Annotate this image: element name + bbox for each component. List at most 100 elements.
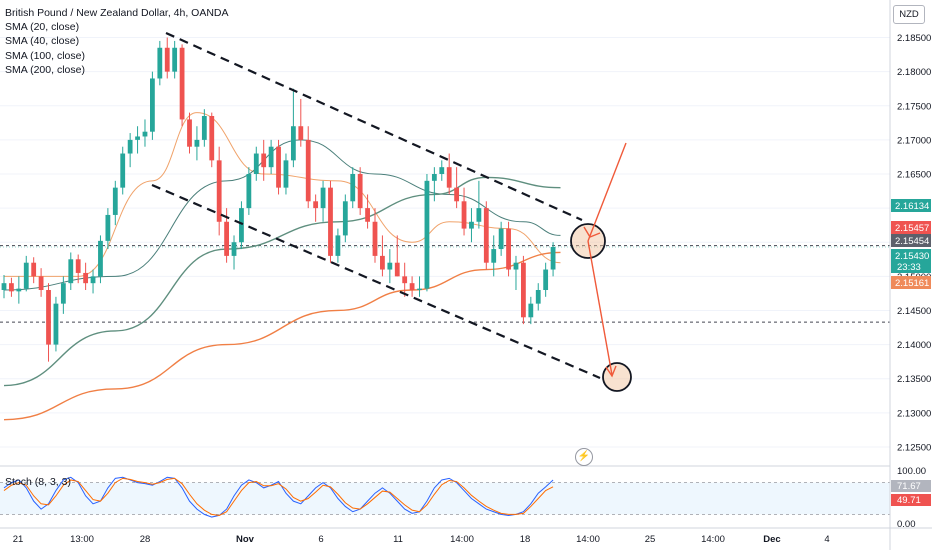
candle[interactable]: [9, 277, 14, 297]
candle[interactable]: [424, 174, 430, 292]
candle[interactable]: [313, 194, 319, 222]
candle[interactable]: [550, 242, 556, 277]
chart-title[interactable]: British Pound / New Zealand Dollar, 4h, …: [5, 7, 229, 19]
candle[interactable]: [409, 276, 415, 297]
candle[interactable]: [476, 180, 482, 229]
candle[interactable]: [491, 235, 497, 277]
candle[interactable]: [283, 153, 289, 195]
candle[interactable]: [201, 109, 207, 147]
candle[interactable]: [380, 235, 385, 277]
candlesticks[interactable]: [1, 37, 556, 362]
currency-badge[interactable]: NZD: [893, 5, 925, 24]
down-arrow-head: [605, 365, 617, 378]
candle-body: [16, 288, 22, 292]
candle[interactable]: [528, 296, 534, 325]
price-label-bg: [891, 221, 931, 234]
candle[interactable]: [135, 126, 140, 154]
candle[interactable]: [350, 167, 356, 209]
candle[interactable]: [431, 167, 437, 202]
candle[interactable]: [120, 146, 126, 195]
candle[interactable]: [46, 283, 51, 362]
candle[interactable]: [127, 133, 133, 168]
candle[interactable]: [142, 119, 148, 147]
candle[interactable]: [298, 98, 304, 147]
candle[interactable]: [216, 146, 222, 236]
candle[interactable]: [439, 160, 445, 181]
candle[interactable]: [394, 235, 400, 277]
candle-body: [194, 139, 200, 147]
candle[interactable]: [446, 153, 452, 195]
candle[interactable]: [305, 126, 311, 209]
x-tick-label: 4: [824, 534, 829, 545]
candle[interactable]: [543, 262, 549, 297]
candle[interactable]: [23, 255, 29, 292]
candle[interactable]: [521, 255, 526, 325]
candle[interactable]: [60, 276, 66, 314]
stoch-label[interactable]: Stoch (8, 3, 3): [5, 476, 71, 488]
sma-200-label[interactable]: SMA (200, close): [5, 63, 85, 76]
candle-body: [135, 136, 140, 140]
candle[interactable]: [246, 167, 252, 215]
y-tick-label: 2.12500: [897, 442, 931, 453]
candle[interactable]: [483, 201, 489, 270]
candle[interactable]: [98, 235, 103, 284]
candle[interactable]: [320, 180, 326, 222]
candle[interactable]: [209, 112, 215, 168]
candle[interactable]: [157, 40, 163, 86]
candle[interactable]: [164, 37, 170, 79]
candle[interactable]: [38, 268, 44, 297]
candle[interactable]: [75, 254, 81, 284]
candle[interactable]: [68, 252, 74, 290]
sma-100-label[interactable]: SMA (100, close): [5, 49, 85, 62]
candle[interactable]: [83, 262, 89, 290]
candle[interactable]: [231, 235, 237, 270]
candle[interactable]: [187, 112, 192, 154]
candle[interactable]: [461, 187, 467, 236]
candle[interactable]: [276, 139, 281, 195]
candle-body: [127, 139, 133, 154]
candle[interactable]: [372, 208, 378, 263]
channel-lower-line: [151, 183, 601, 380]
candle[interactable]: [357, 167, 363, 215]
candle[interactable]: [261, 139, 267, 181]
candle[interactable]: [387, 249, 393, 284]
annotations[interactable]: [570, 142, 632, 392]
candle[interactable]: [335, 228, 341, 263]
candle[interactable]: [290, 88, 296, 168]
sma-40-label[interactable]: SMA (40, close): [5, 35, 80, 48]
time-axis[interactable]: 21 13:00 28 Nov 6 11 14:00 18 14:00 25 14:00 Dec 4: [0, 527, 932, 545]
candle[interactable]: [53, 296, 59, 352]
candle[interactable]: [469, 208, 474, 243]
candle[interactable]: [402, 262, 408, 297]
candle[interactable]: [365, 194, 370, 229]
candle[interactable]: [1, 274, 7, 299]
candle[interactable]: [16, 276, 22, 304]
candle[interactable]: [105, 208, 111, 250]
candle[interactable]: [417, 276, 422, 297]
candle[interactable]: [150, 71, 155, 140]
candle[interactable]: [328, 180, 333, 263]
sma-20-label[interactable]: SMA (20, close): [5, 21, 80, 34]
candle[interactable]: [179, 44, 185, 127]
candle-body: [298, 126, 304, 140]
candle-body: [380, 255, 385, 270]
candle[interactable]: [535, 283, 541, 311]
candle[interactable]: [342, 194, 348, 243]
trend-channel[interactable]: [151, 31, 601, 380]
lightning-icon[interactable]: ⚡: [575, 448, 593, 466]
candle[interactable]: [90, 269, 96, 294]
candle[interactable]: [268, 139, 274, 174]
candle[interactable]: [239, 201, 244, 250]
candle[interactable]: [498, 221, 504, 256]
candle[interactable]: [253, 146, 259, 181]
candle[interactable]: [172, 40, 178, 79]
candle[interactable]: [506, 221, 511, 277]
candle-body: [387, 262, 393, 270]
candle[interactable]: [31, 257, 37, 284]
candle[interactable]: [112, 180, 118, 226]
price-axis[interactable]: 2.125002.130002.135002.140002.145002.150…: [889, 0, 932, 550]
candle[interactable]: [454, 167, 460, 209]
candle[interactable]: [194, 126, 200, 161]
candle[interactable]: [513, 255, 519, 290]
